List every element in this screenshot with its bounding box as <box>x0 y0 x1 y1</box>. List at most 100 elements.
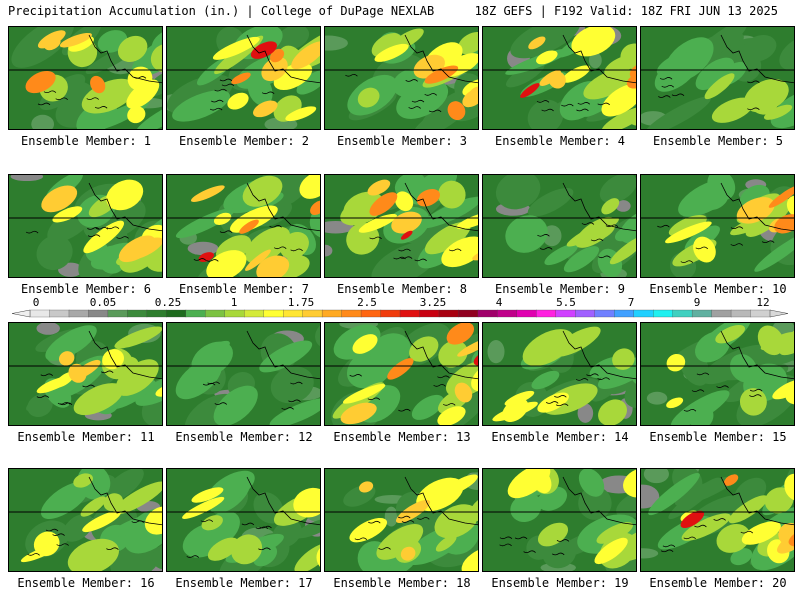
lake-outline <box>683 536 697 540</box>
lake-outline <box>590 238 604 242</box>
ensemble-member-label: Ensemble Member: 12 <box>175 430 313 444</box>
lake-outline <box>523 550 536 554</box>
lake-outline <box>219 78 233 82</box>
precipitation-field <box>325 323 478 425</box>
coastline <box>246 330 320 380</box>
lake-outline <box>36 395 50 399</box>
colorbar-swatch <box>29 309 51 318</box>
colorbar-min-arrow <box>11 309 31 318</box>
ensemble-member-map-4 <box>482 26 637 130</box>
precip-blob <box>544 243 578 266</box>
ensemble-member-label: Ensemble Member: 8 <box>336 282 468 296</box>
lake-outline <box>749 388 763 392</box>
lake-outline <box>214 88 227 92</box>
precip-blob <box>644 96 711 129</box>
precip-blob <box>438 340 468 368</box>
lake-outline <box>671 93 685 97</box>
ensemble-member-map-16 <box>8 468 163 572</box>
ensemble-member-map-1 <box>8 26 163 130</box>
coastline <box>562 476 636 526</box>
lake-outline <box>541 108 554 112</box>
precip-blob <box>247 73 273 106</box>
colorbar-swatch <box>672 309 693 318</box>
lake-outline <box>761 240 775 244</box>
colorbar-swatch <box>166 309 187 318</box>
ensemble-member-map-2 <box>166 26 321 130</box>
precip-blob <box>648 472 700 516</box>
lake-outline <box>537 234 550 237</box>
lake-outline <box>680 260 694 263</box>
colorbar-swatch <box>633 309 654 318</box>
precip-blob <box>207 537 239 561</box>
precip-blob <box>358 213 397 233</box>
lake-outline <box>345 73 358 77</box>
dry-patch <box>615 200 631 212</box>
precipitation-field <box>9 27 162 129</box>
lake-outline <box>367 397 381 401</box>
lake-outline <box>695 246 709 250</box>
colorbar-swatch <box>536 309 557 318</box>
lake-outline <box>94 106 108 109</box>
lake-outline <box>281 407 294 410</box>
precipitation-field <box>483 469 636 571</box>
lake-outline <box>37 102 51 106</box>
precip-blob <box>583 68 633 100</box>
colorbar-swatch <box>341 309 362 318</box>
precip-blob <box>716 523 751 553</box>
precip-blob <box>468 86 478 103</box>
precip-blob <box>270 48 285 63</box>
precip-blob <box>150 43 162 73</box>
coastline <box>246 476 320 526</box>
lake-outline <box>597 102 610 106</box>
precip-blob <box>438 180 466 209</box>
precip-blob <box>106 179 144 211</box>
precip-blob <box>400 546 416 561</box>
ensemble-member-label: Ensemble Member: 1 <box>20 134 152 148</box>
precip-blob <box>527 187 574 217</box>
precip-blob <box>704 73 735 100</box>
precip-blob <box>294 542 320 571</box>
colorbar-swatch <box>730 309 752 318</box>
lake-outline <box>662 544 676 548</box>
lake-outline <box>219 230 233 234</box>
lake-outline <box>417 517 430 520</box>
precipitation-field <box>483 175 636 277</box>
lake-outline <box>442 403 456 406</box>
lake-outline <box>95 226 109 230</box>
lake-outline <box>193 258 207 261</box>
precip-blob <box>764 487 794 514</box>
colorbar-tick-label: 0 <box>32 296 40 309</box>
precip-blob <box>531 469 552 494</box>
precipitation-field <box>9 323 162 425</box>
precip-blob <box>36 376 71 394</box>
precipitation-field <box>641 175 794 277</box>
lake-outline <box>683 408 697 412</box>
colorbar-swatch <box>302 309 323 318</box>
colorbar-swatch <box>321 309 343 318</box>
lake-outline <box>730 243 744 246</box>
lake-outline <box>658 95 671 98</box>
precip-blob <box>285 106 317 122</box>
ensemble-member-map-7 <box>166 174 321 278</box>
precip-blob <box>598 399 627 425</box>
ensemble-member-label: Ensemble Member: 14 <box>491 430 629 444</box>
coastline <box>404 182 478 232</box>
precip-blob <box>340 402 377 425</box>
lake-outline <box>378 547 391 550</box>
lake-outline <box>581 222 595 225</box>
coastline <box>562 330 636 380</box>
precip-blob <box>462 79 478 97</box>
precip-blob <box>376 524 424 560</box>
dry-patch <box>325 35 348 51</box>
precip-blob <box>370 333 411 369</box>
lake-outline <box>100 370 114 374</box>
precip-blob <box>770 90 794 129</box>
precip-blob <box>779 323 794 356</box>
precip-blob <box>25 70 56 94</box>
precip-blob <box>83 220 125 254</box>
lake-outline <box>545 401 559 404</box>
precip-blob <box>73 383 124 416</box>
precip-blob <box>127 106 146 124</box>
lake-outline <box>749 394 762 397</box>
ensemble-member-map-19 <box>482 468 637 572</box>
